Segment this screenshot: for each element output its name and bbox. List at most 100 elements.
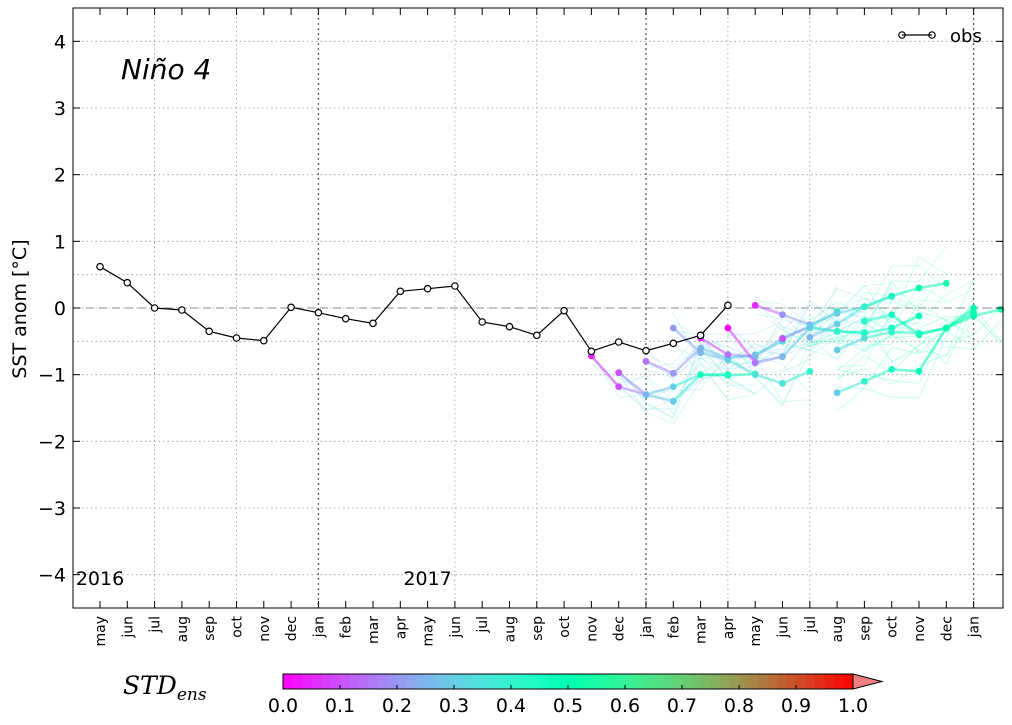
forecast-segment: [917, 326, 948, 335]
obs-point: [150, 304, 159, 312]
grid-lines: [73, 8, 1003, 608]
ensemble-member-line: [809, 273, 947, 345]
ensemble-member-line: [673, 313, 810, 395]
forecast-point: [779, 335, 786, 343]
ensemble-member-line: [754, 301, 892, 339]
legend: obs: [898, 26, 982, 47]
x-tick-label: nov: [584, 616, 600, 642]
forecast-segment: [917, 282, 948, 290]
colorbar-cell: [482, 674, 493, 689]
colorbar-cell: [349, 674, 360, 689]
y-tick-label: −3: [38, 498, 66, 520]
colorbar-cell: [368, 674, 379, 689]
colorbar-cell: [539, 674, 550, 689]
colorbar-cell: [739, 674, 750, 689]
obs-point: [314, 308, 323, 317]
x-tick-label: aug: [503, 616, 519, 642]
ensemble-member-line: [864, 307, 1002, 343]
obs-point: [232, 334, 241, 342]
colorbar-cell: [292, 674, 303, 689]
ensemble-member-line: [727, 306, 865, 351]
x-tick-label: jul: [803, 616, 819, 634]
colorbar-tick-label: 0.1: [325, 695, 355, 717]
x-tick-label: oct: [885, 616, 901, 638]
obs-point: [205, 327, 214, 336]
forecast-point: [833, 346, 841, 354]
forecast-segment: [671, 373, 702, 403]
ensemble-member-line: [700, 287, 838, 368]
x-tick-label: may: [93, 616, 109, 647]
y-tick-label: −2: [38, 431, 66, 453]
forecast-point: [915, 367, 923, 375]
forecast-point: [697, 371, 704, 379]
obs-point: [642, 346, 650, 355]
ensemble-member-line: [645, 315, 783, 378]
colorbar-cell: [359, 674, 370, 689]
forecast-segment: [917, 326, 948, 373]
forecast-point: [861, 317, 868, 325]
ensemble-member-line: [809, 265, 947, 321]
forecast-point: [888, 292, 896, 300]
colorbar-cell: [824, 674, 835, 689]
forecast-series: [588, 279, 1005, 405]
colorbar-tick-label: 0.6: [610, 695, 640, 717]
forecast-point: [888, 328, 896, 336]
colorbar-cell: [340, 674, 351, 689]
obs-point: [696, 331, 705, 340]
colorbar-tick-label: 0.9: [781, 695, 811, 717]
y-tick-label: −4: [38, 565, 66, 587]
forecast-segment: [781, 370, 812, 385]
x-tick-label: aug: [830, 616, 846, 642]
obs-point: [423, 284, 432, 293]
obs-point: [123, 278, 132, 287]
year-label: 2016: [76, 568, 124, 590]
x-tick-label: jul: [475, 616, 491, 634]
colorbar-cell: [587, 674, 598, 689]
std-label-main: STD: [123, 671, 177, 700]
obs-series: [96, 262, 732, 356]
colorbar-tick-label: 0.8: [724, 695, 754, 717]
colorbar-cell: [501, 674, 512, 689]
forecast-segment: [726, 372, 757, 377]
forecast-segment: [890, 286, 921, 298]
forecast-segment: [753, 336, 784, 358]
forecast-point: [915, 284, 923, 292]
colorbar-cell: [311, 674, 322, 689]
forecast-point: [751, 301, 759, 309]
colorbar-tick-label: 1.0: [838, 695, 868, 717]
forecast-point: [833, 389, 841, 397]
colorbar-cell: [387, 674, 398, 689]
forecast-segment: [972, 308, 1003, 318]
x-tick-label: jan: [967, 616, 983, 638]
colorbar-cell: [796, 674, 807, 689]
ensemble-member-line: [836, 331, 974, 381]
forecast-segment: [781, 326, 812, 358]
forecast-segment: [835, 380, 866, 394]
forecast-point: [724, 351, 732, 359]
colorbar-cell: [634, 674, 645, 689]
colorbar-cell: [805, 674, 816, 689]
ensemble-member-line: [864, 315, 1002, 342]
colorbar-cell: [406, 674, 417, 689]
colorbar-cell: [283, 674, 294, 689]
y-tick-label: 1: [54, 231, 66, 253]
x-tick-label: dec: [939, 616, 955, 641]
forecast-segment: [671, 346, 702, 375]
colorbar-tick-label: 0.2: [382, 695, 412, 717]
x-tick-label: may: [421, 616, 437, 647]
ensemble-member-line: [645, 321, 783, 369]
colorbar-cell: [834, 674, 845, 689]
chart-title: Niño 4: [121, 53, 211, 86]
forecast-segment: [726, 326, 757, 364]
forecast-point: [751, 353, 759, 361]
svg-text:STDens: STDens: [123, 671, 207, 705]
colorbar-cell: [786, 674, 797, 689]
forecast-point: [970, 304, 977, 312]
forecast-segment: [808, 322, 839, 339]
x-tick-label: jan: [639, 616, 655, 638]
forecast-segment: [863, 330, 894, 340]
colorbar-cell: [416, 674, 427, 689]
x-tick-label: aug: [175, 616, 191, 642]
colorbar-cell: [720, 674, 731, 689]
ensemble-member-line: [727, 325, 865, 377]
